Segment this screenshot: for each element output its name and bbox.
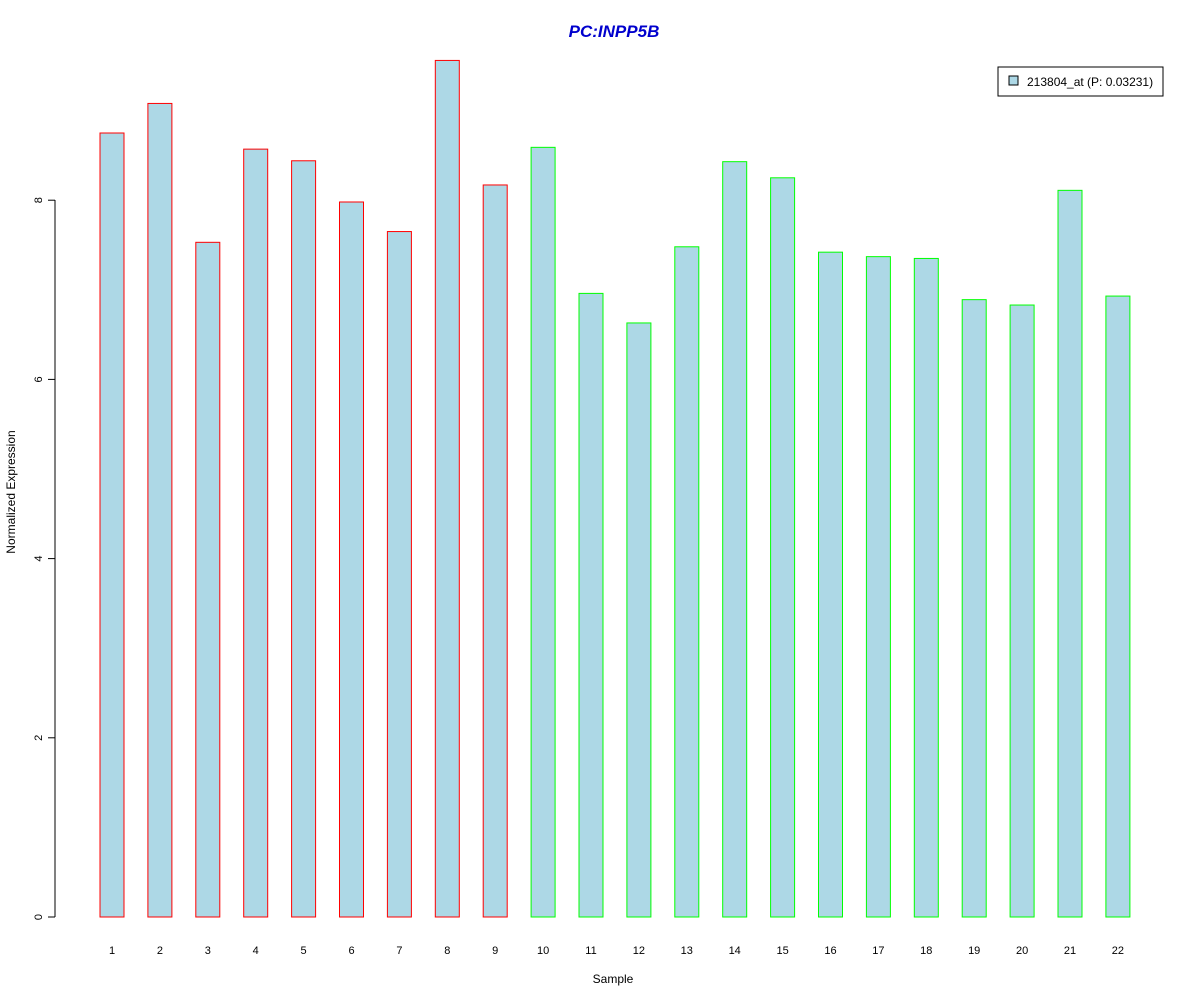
bar-sample-10	[530, 146, 556, 918]
x-tick-label: 21	[1064, 945, 1076, 957]
y-tick-label: 4	[33, 556, 45, 562]
bar-sample-16	[818, 251, 843, 918]
x-tick-label: 13	[681, 945, 693, 957]
bar-sample-22	[1105, 295, 1131, 918]
bar-sample-17	[865, 256, 891, 918]
x-tick-label: 12	[633, 945, 645, 957]
bar-sample-12	[626, 322, 652, 918]
x-tick-label: 3	[205, 945, 211, 957]
legend-swatch	[1008, 75, 1019, 86]
x-tick-label: 16	[824, 945, 836, 957]
x-tick-label: 14	[729, 945, 741, 957]
chart-title: PC:INPP5B	[569, 22, 660, 41]
x-axis-title: Sample	[593, 972, 634, 986]
x-tick-label: 4	[253, 945, 259, 957]
x-tick-label: 18	[920, 945, 932, 957]
bar-sample-7	[386, 231, 412, 918]
bar-sample-18	[913, 257, 939, 918]
bar-sample-9	[482, 184, 508, 918]
bar-sample-20	[1009, 304, 1035, 918]
x-tick-label: 6	[348, 945, 354, 957]
bar-sample-3	[195, 241, 221, 918]
legend-box	[997, 66, 1164, 97]
legend: 213804_at (P: 0.03231)	[997, 66, 1164, 97]
bar-sample-14	[722, 161, 748, 918]
bar-sample-13	[674, 246, 700, 918]
x-tick-label: 5	[301, 945, 307, 957]
x-tick-label: 20	[1016, 945, 1028, 957]
legend-label: 213804_at (P: 0.03231)	[1027, 75, 1153, 89]
x-axis-tick-labels: 1 2 3 4 5 6 7 8 9 10 11 12 13 14 15 16 17 18 19 20 21 22	[109, 945, 1124, 957]
x-tick-label: 10	[537, 945, 549, 957]
bar-sample-4	[243, 148, 269, 918]
y-tick-label: 2	[33, 735, 45, 741]
y-tick-label: 8	[33, 197, 45, 203]
x-tick-label: 7	[396, 945, 402, 957]
bar-sample-21	[1057, 189, 1083, 918]
x-tick-label: 9	[492, 945, 498, 957]
bar-sample-8	[434, 59, 460, 918]
bar-sample-11	[578, 292, 604, 918]
y-tick-label: 0	[33, 914, 45, 920]
bar-sample-5	[291, 160, 317, 918]
x-tick-label: 11	[585, 945, 596, 957]
bar-sample-1	[99, 132, 125, 918]
x-tick-label: 17	[872, 945, 884, 957]
x-tick-label: 8	[444, 945, 450, 957]
x-tick-label: 15	[776, 945, 788, 957]
bar-sample-19	[961, 299, 987, 918]
x-tick-label: 19	[968, 945, 980, 957]
bar-sample-15	[770, 177, 796, 918]
y-axis-ticks: 0 2 4 6 8	[33, 197, 55, 920]
x-tick-label: 22	[1112, 945, 1124, 957]
bar-sample-6	[339, 201, 364, 918]
y-tick-label: 6	[33, 376, 45, 382]
x-tick-label: 1	[109, 945, 115, 957]
bar-sample-2	[147, 102, 173, 918]
y-axis-title: Normalized Expression	[4, 430, 18, 553]
x-tick-label: 2	[157, 945, 163, 957]
bars-group	[99, 59, 1131, 918]
